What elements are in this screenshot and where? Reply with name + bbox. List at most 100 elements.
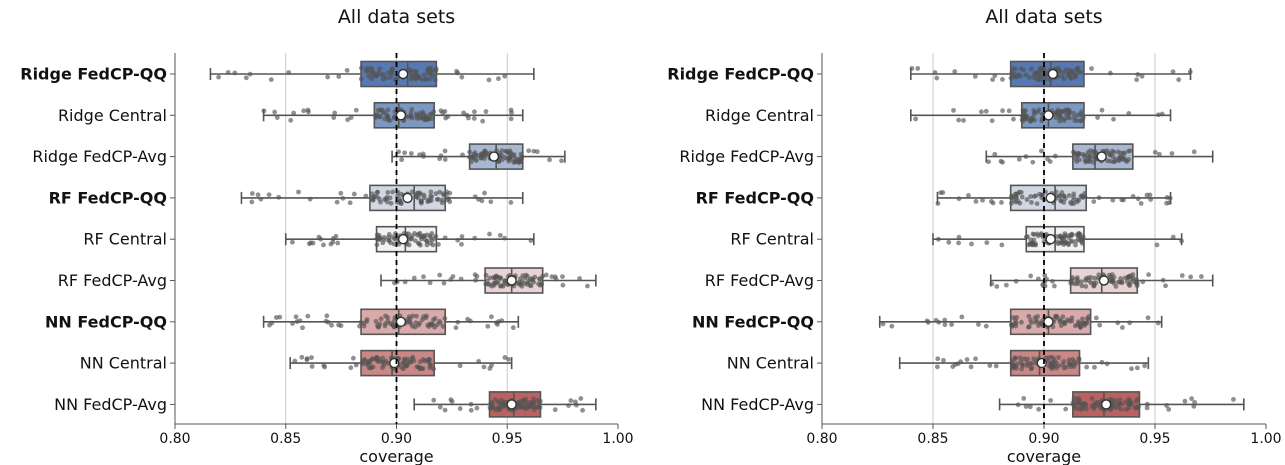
data-point <box>472 235 478 241</box>
data-point <box>307 196 313 202</box>
data-point <box>1051 283 1057 289</box>
data-point <box>1030 159 1036 165</box>
data-point <box>457 406 463 411</box>
data-point <box>1069 315 1075 321</box>
data-point <box>1097 404 1103 409</box>
data-point <box>249 191 255 196</box>
data-point <box>286 70 292 75</box>
data-point <box>973 198 979 204</box>
data-point <box>1068 280 1074 286</box>
data-point <box>1016 156 1022 162</box>
data-point <box>1079 118 1085 124</box>
data-point <box>325 319 331 325</box>
data-point <box>1079 283 1085 289</box>
data-point <box>1170 69 1176 75</box>
category-label: RF Central <box>730 230 814 249</box>
data-point <box>1071 396 1077 401</box>
data-point <box>531 279 536 285</box>
box-7: NN FedCP-QQ <box>692 308 1163 336</box>
data-point <box>332 110 338 116</box>
data-point <box>969 241 974 247</box>
data-point <box>1182 398 1188 404</box>
data-point <box>531 396 536 402</box>
data-point <box>417 190 423 196</box>
data-point <box>909 66 915 71</box>
data-point <box>232 70 238 76</box>
data-point <box>989 118 995 124</box>
data-point <box>508 200 514 205</box>
data-point <box>437 272 443 278</box>
data-point <box>1031 356 1037 362</box>
data-point <box>1097 322 1103 328</box>
data-point <box>1031 75 1037 81</box>
data-point <box>498 276 504 281</box>
data-point <box>1134 396 1140 402</box>
data-point <box>522 406 528 412</box>
mean-marker <box>395 316 407 327</box>
data-point <box>935 356 941 362</box>
data-point <box>1075 150 1081 156</box>
data-point <box>1155 320 1161 326</box>
data-point <box>932 70 938 75</box>
data-point <box>527 282 533 288</box>
data-point <box>999 200 1004 205</box>
data-point <box>1104 361 1110 367</box>
data-point <box>383 196 389 202</box>
data-point <box>261 108 267 114</box>
data-point <box>1092 275 1098 281</box>
mean-marker <box>1043 316 1054 327</box>
data-point <box>1019 362 1025 368</box>
data-point <box>1073 73 1079 79</box>
data-point <box>528 238 534 243</box>
data-point <box>1110 197 1116 203</box>
mean-marker <box>488 151 500 162</box>
data-point <box>1036 406 1042 412</box>
data-point <box>1019 117 1025 122</box>
data-point <box>1071 364 1077 369</box>
box-4: RF FedCP-QQ <box>49 184 524 212</box>
data-point <box>1000 159 1005 165</box>
box-3: Ridge FedCP-Avg <box>679 143 1214 170</box>
data-point <box>457 363 463 369</box>
data-point <box>521 398 527 404</box>
data-point <box>374 194 380 200</box>
data-point <box>1060 314 1066 320</box>
data-point <box>293 314 299 320</box>
data-point <box>1159 111 1165 117</box>
data-point <box>1026 313 1032 319</box>
data-point <box>585 283 590 289</box>
data-point <box>243 75 249 81</box>
data-point <box>1091 199 1097 205</box>
data-point <box>543 272 549 278</box>
data-point <box>316 234 322 240</box>
box-1: Ridge FedCP-QQ <box>667 60 1193 88</box>
data-point <box>1110 401 1116 407</box>
data-point <box>935 236 941 242</box>
data-point <box>1029 240 1034 246</box>
data-point <box>421 153 426 159</box>
data-point <box>1015 198 1021 204</box>
data-point <box>1083 284 1089 289</box>
data-point <box>531 399 536 405</box>
mean-marker <box>1096 151 1107 162</box>
data-point <box>492 275 498 280</box>
category-label: RF FedCP-QQ <box>49 188 167 207</box>
data-point <box>438 108 444 114</box>
data-point <box>1112 397 1118 403</box>
data-point <box>537 276 543 282</box>
data-point <box>1032 319 1038 325</box>
data-point <box>580 407 585 413</box>
data-point <box>992 151 998 157</box>
data-point <box>404 363 410 369</box>
data-point <box>1080 316 1085 322</box>
data-point <box>267 322 272 328</box>
data-point <box>487 366 493 371</box>
data-point <box>1119 280 1125 286</box>
data-point <box>1088 152 1093 158</box>
data-point <box>933 317 939 323</box>
data-point <box>450 274 456 279</box>
data-point <box>1059 74 1065 79</box>
data-point <box>1023 234 1029 240</box>
data-point <box>1166 406 1172 412</box>
data-point <box>517 276 523 282</box>
